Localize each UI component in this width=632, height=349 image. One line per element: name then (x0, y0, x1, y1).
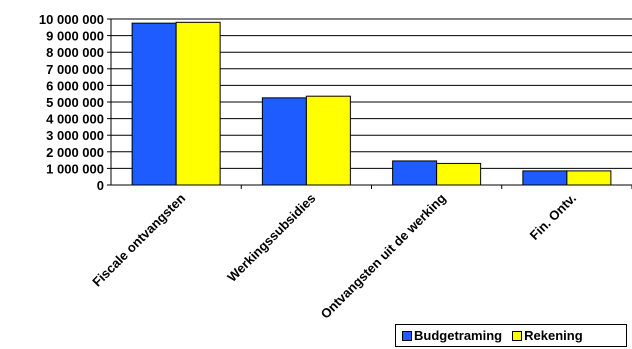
x-tick-label: Fin. Ontv. (527, 191, 579, 243)
y-tick-label: 8 000 000 (46, 45, 104, 60)
legend-swatch-rekening (512, 330, 523, 341)
y-tick-label: 2 000 000 (46, 145, 104, 160)
y-tick-label: 10 000 000 (39, 12, 104, 27)
x-tick-label: Werkingssubsidies (224, 191, 318, 285)
y-tick-label: 9 000 000 (46, 29, 104, 44)
bar-budgetraming-3 (392, 160, 438, 186)
bar-rekening-1 (175, 21, 221, 186)
y-tick-label: 4 000 000 (46, 112, 104, 127)
legend-item-budgetraming: Budgetraming (402, 328, 502, 343)
legend: Budgetraming Rekening (395, 324, 627, 347)
axes (107, 18, 632, 189)
bar-budgetraming-1 (131, 22, 177, 186)
x-tick-labels: Fiscale ontvangsten Werkingssubsidies Ontv… (89, 190, 579, 321)
bars (131, 21, 612, 186)
bar-budgetraming-4 (522, 170, 568, 186)
bar-rekening-2 (305, 95, 351, 186)
bar-rekening-3 (436, 162, 482, 186)
y-tick-label: 0 (97, 178, 104, 193)
y-tick-label: 5 000 000 (46, 95, 104, 110)
y-tick-label: 1 000 000 (46, 161, 104, 176)
y-tick-label: 7 000 000 (46, 62, 104, 77)
y-tick-label: 6 000 000 (46, 78, 104, 93)
bar-budgetraming-2 (261, 97, 307, 186)
bar-rekening-4 (566, 170, 612, 186)
x-tick-label: Fiscale ontvangsten (89, 190, 188, 289)
x-tick-label: Ontvangsten uit de werking (318, 190, 449, 321)
legend-item-rekening: Rekening (512, 328, 583, 343)
legend-label-rekening: Rekening (524, 328, 583, 343)
y-tick-label: 3 000 000 (46, 128, 104, 143)
legend-label-budgetraming: Budgetraming (414, 328, 503, 343)
legend-swatch-budgetraming (402, 330, 412, 341)
